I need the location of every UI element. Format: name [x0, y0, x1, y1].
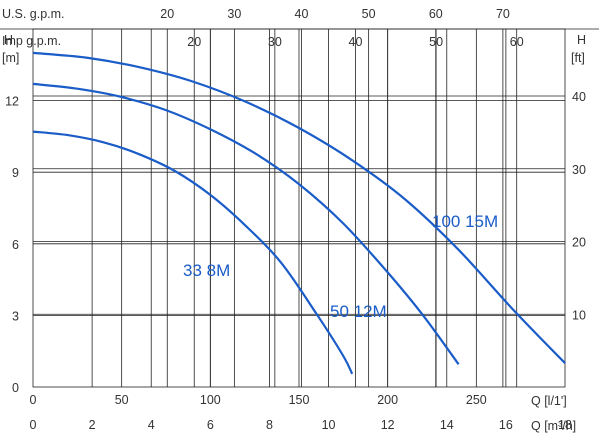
x-tick-label-lmin: 200	[377, 393, 398, 407]
x-axis-label-lmin: Q [l/1']	[531, 394, 567, 408]
y-left-tick-label: 0	[12, 381, 19, 395]
top-tick-label-impgpm: 60	[510, 35, 524, 49]
x-tick-label-lmin: 100	[200, 393, 221, 407]
x-tick-label-m3h: 0	[30, 418, 37, 432]
series-label-2: 100 15M	[432, 212, 498, 231]
plot-frame	[32, 28, 566, 388]
x-axis-label-m3h: Q [m³/h]	[531, 419, 576, 433]
x-tick-label-m3h: 8	[266, 418, 273, 432]
top-tick-label-usgpm: 50	[362, 7, 376, 21]
series-label-1: 50 12M	[330, 302, 387, 321]
top-tick-label-usgpm: 30	[227, 7, 241, 21]
x-tick-label-m3h: 4	[148, 418, 155, 432]
top-tick-label-usgpm: 20	[160, 7, 174, 21]
series-curve-2	[32, 51, 566, 364]
x-tick-label-m3h: 18	[558, 418, 572, 432]
imp-gpm-axis-label: Imp g.p.m.	[2, 34, 61, 48]
top-tick-label-impgpm: 40	[349, 35, 363, 49]
x-tick-label-m3h: 12	[381, 418, 395, 432]
x-tick-label-lmin: 250	[466, 393, 487, 407]
y-left-tick-label: 6	[12, 238, 19, 252]
y-left-tick-label: 9	[12, 166, 19, 180]
x-tick-label-lmin: 150	[289, 393, 310, 407]
series-curve-0	[32, 130, 354, 375]
y-right-tick-label: 10	[572, 308, 586, 322]
x-tick-label-m3h: 6	[207, 418, 214, 432]
top-tick-label-impgpm: 20	[187, 35, 201, 49]
series-curve-1	[32, 82, 460, 365]
top-tick-label-impgpm: 30	[268, 35, 282, 49]
top-tick-label-impgpm: 50	[429, 35, 443, 49]
x-tick-label-m3h: 10	[322, 418, 336, 432]
y-right-tick-label: 20	[572, 236, 586, 250]
x-tick-label-m3h: 16	[499, 418, 513, 432]
y-right-tick-label: 40	[572, 90, 586, 104]
x-tick-label-lmin: 50	[115, 393, 129, 407]
curve-layer: 33 8M 50 12M 100 15M	[32, 51, 566, 375]
x-tick-label-m3h: 14	[440, 418, 454, 432]
y-left-tick-label: 3	[12, 309, 19, 323]
grid-layer	[0, 28, 599, 387]
x-tick-label-lmin: 0	[30, 393, 37, 407]
y-right-unit-label: [ft]	[571, 51, 585, 65]
series-label-0: 33 8M	[183, 261, 230, 280]
y-left-unit-label: [m]	[2, 51, 19, 65]
us-gpm-axis-label: U.S. g.p.m.	[2, 7, 65, 21]
top-tick-label-usgpm: 60	[429, 7, 443, 21]
y-left-tick-label: 12	[5, 95, 19, 109]
top-tick-label-usgpm: 40	[295, 7, 309, 21]
y-right-tick-label: 30	[572, 163, 586, 177]
y-left-h-label: H	[4, 33, 13, 47]
top-tick-label-usgpm: 70	[496, 7, 510, 21]
y-right-h-label: H	[577, 33, 586, 47]
x-tick-label-m3h: 2	[89, 418, 96, 432]
